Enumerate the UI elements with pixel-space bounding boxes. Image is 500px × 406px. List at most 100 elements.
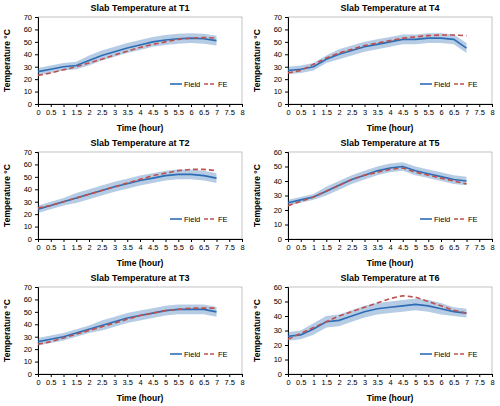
x-tick: 4.5 <box>398 374 408 387</box>
y-tick: 70 <box>274 13 288 22</box>
x-tick: 2 <box>337 104 341 117</box>
x-tick-label: 5 <box>164 378 168 387</box>
y-tick: 60 <box>24 160 38 169</box>
y-tick-label: 10 <box>24 87 32 96</box>
y-tick-mark <box>35 287 38 288</box>
series-line <box>38 308 217 344</box>
y-tick-mark <box>285 374 288 375</box>
x-tick-label: 3.5 <box>373 243 383 252</box>
x-tick-label: 3.5 <box>373 108 383 117</box>
legend-swatch <box>204 83 216 85</box>
y-tick-mark <box>35 42 38 43</box>
x-tick: 4.5 <box>148 374 158 387</box>
x-tick-label: 0.5 <box>46 243 56 252</box>
x-tick: 3.5 <box>373 374 383 387</box>
x-tick: 1 <box>62 104 66 117</box>
x-tick-label: 3.5 <box>123 378 133 387</box>
y-tick-label: 20 <box>24 75 32 84</box>
y-tick-mark <box>285 79 288 80</box>
x-tick-label: 7 <box>465 108 469 117</box>
legend-label: FE <box>468 80 478 89</box>
y-tick-label: 30 <box>24 333 32 342</box>
y-tick-label: 20 <box>274 206 282 215</box>
x-tick-label: 6.5 <box>449 108 459 117</box>
y-tick: 30 <box>24 63 38 72</box>
x-tick: 2 <box>87 104 91 117</box>
marks <box>288 33 467 74</box>
x-tick: 4 <box>138 104 142 117</box>
x-tick-label: 3.5 <box>123 243 133 252</box>
legend-label: Field <box>184 215 200 224</box>
x-tick: 6 <box>189 104 193 117</box>
x-tick: 7 <box>465 374 469 387</box>
y-tick-mark <box>285 331 288 332</box>
x-tick-label: 1 <box>312 243 316 252</box>
x-tick: 4.5 <box>398 239 408 252</box>
x-tick: 2.5 <box>347 239 357 252</box>
x-tick-label: 6 <box>189 108 193 117</box>
x-tick-label: 0 <box>286 108 290 117</box>
x-tick: 7.5 <box>475 374 485 387</box>
x-tick: 4 <box>388 374 392 387</box>
x-axis-title: Time (hour) <box>367 393 414 403</box>
title: Slab Temperature at T5 <box>341 138 440 148</box>
x-tick-label: 0 <box>36 243 40 252</box>
x-tick-label: 1 <box>62 108 66 117</box>
y-tick-mark <box>35 189 38 190</box>
x-tick: 6 <box>439 239 443 252</box>
x-tick-label: 6.5 <box>199 243 209 252</box>
x-tick-label: 5.5 <box>424 378 434 387</box>
y-tick: 50 <box>274 297 288 306</box>
x-tick-label: 2 <box>87 243 91 252</box>
x-tick-label: 2 <box>87 108 91 117</box>
x-tick-label: 5 <box>164 108 168 117</box>
x-tick-label: 2.5 <box>347 108 357 117</box>
x-tick-label: 8 <box>240 378 244 387</box>
x-tick: 4 <box>388 239 392 252</box>
y-tick-label: 30 <box>24 63 32 72</box>
y-axis: 010203040506070 <box>24 283 39 379</box>
y-tick-mark <box>285 104 288 105</box>
error-band <box>38 169 217 213</box>
y-tick-mark <box>35 312 38 313</box>
x-tick: 6.5 <box>199 104 209 117</box>
x-tick-label: 2.5 <box>97 108 107 117</box>
x-tick: 5 <box>164 104 168 117</box>
x-tick: 1 <box>312 104 316 117</box>
y-tick: 0 <box>28 370 38 379</box>
x-tick-label: 8 <box>490 243 494 252</box>
x-axis: 00.511.522.533.544.555.566.577.58 <box>286 374 494 387</box>
x-tick: 7 <box>215 239 219 252</box>
y-tick-label: 60 <box>274 283 282 292</box>
x-tick: 4 <box>138 374 142 387</box>
x-tick: 4.5 <box>148 104 158 117</box>
x-tick: 3.5 <box>373 239 383 252</box>
y-tick: 60 <box>274 283 288 292</box>
y-tick-label: 30 <box>274 326 282 335</box>
panel: Slab Temperature at T200.511.522.533.544… <box>2 138 245 268</box>
legend-label: Field <box>184 80 200 89</box>
x-tick: 2.5 <box>347 104 357 117</box>
x-axis-title: Time (hour) <box>117 123 164 133</box>
x-tick-label: 5 <box>414 108 418 117</box>
x-tick-label: 7.5 <box>225 378 235 387</box>
series-line <box>288 38 467 70</box>
y-tick: 0 <box>28 235 38 244</box>
legend-swatch <box>170 353 182 355</box>
y-axis-line <box>285 288 289 375</box>
x-tick-label: 3 <box>113 108 117 117</box>
legend-swatch <box>420 353 432 355</box>
x-tick-label: 1.5 <box>72 108 82 117</box>
x-tick-label: 5.5 <box>174 108 184 117</box>
y-tick-mark <box>35 214 38 215</box>
legend-swatch <box>454 83 466 85</box>
y-tick-label: 40 <box>274 50 282 59</box>
x-tick-label: 0.5 <box>296 108 306 117</box>
y-tick-mark <box>285 345 288 346</box>
panel: Slab Temperature at T500.511.522.533.544… <box>252 138 495 268</box>
x-tick-label: 0 <box>286 243 290 252</box>
x-axis: 00.511.522.533.544.555.566.577.58 <box>36 104 244 117</box>
x-tick-label: 1 <box>312 108 316 117</box>
x-tick-label: 2 <box>87 378 91 387</box>
x-tick: 7.5 <box>475 239 485 252</box>
